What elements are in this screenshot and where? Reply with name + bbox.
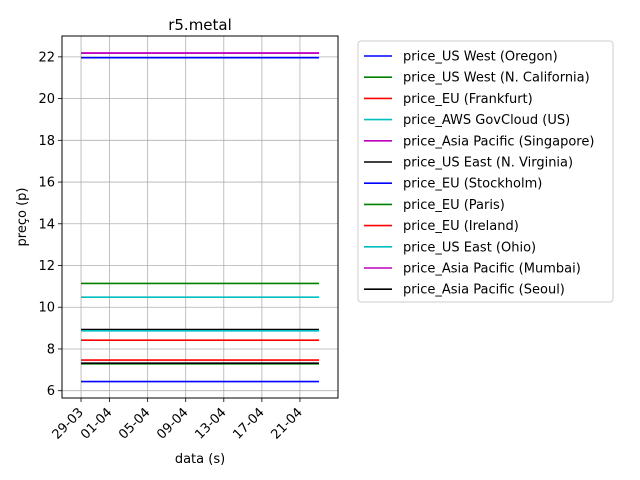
y-tick-label: 14 bbox=[38, 217, 55, 232]
y-axis-label: preço (p) bbox=[15, 188, 30, 247]
series-lines bbox=[81, 52, 319, 383]
plot-frame bbox=[61, 35, 339, 399]
y-tick-label: 22 bbox=[38, 50, 55, 65]
legend-label: price_Asia Pacific (Seoul) bbox=[403, 283, 565, 298]
y-tick-label: 10 bbox=[38, 301, 55, 316]
y-tick-label: 6 bbox=[47, 384, 55, 399]
legend-label: price_US East (Ohio) bbox=[403, 240, 536, 255]
y-tick-label: 20 bbox=[38, 92, 55, 107]
grid bbox=[62, 36, 338, 398]
y-tick-label: 16 bbox=[38, 176, 55, 191]
legend-label: price_AWS GovCloud (US) bbox=[403, 113, 570, 128]
y-axis: 6 8 10 12 14 16 18 20 22 bbox=[38, 50, 62, 399]
legend-label: price_Asia Pacific (Mumbai) bbox=[403, 262, 581, 277]
y-tick-label: 12 bbox=[38, 259, 55, 274]
legend-frame bbox=[357, 40, 614, 303]
legend-label: price_EU (Ireland) bbox=[403, 219, 519, 234]
legend-label: price_EU (Paris) bbox=[403, 198, 505, 213]
legend-label: price_EU (Frankfurt) bbox=[403, 92, 533, 107]
legend-label: price_US East (N. Virginia) bbox=[403, 156, 573, 171]
legend: price_US West (Oregon) price_US West (N. … bbox=[357, 40, 614, 303]
legend-label: price_Asia Pacific (Singapore) bbox=[403, 134, 594, 149]
x-axis-label: data (s) bbox=[175, 452, 225, 467]
y-tick-label: 18 bbox=[38, 134, 55, 149]
y-tick-label: 8 bbox=[47, 342, 55, 357]
chart-title: r5.metal bbox=[168, 16, 232, 34]
legend-label: price_US West (Oregon) bbox=[403, 50, 558, 65]
legend-label: price_US West (N. California) bbox=[403, 71, 590, 86]
legend-label: price_EU (Stockholm) bbox=[403, 177, 542, 192]
